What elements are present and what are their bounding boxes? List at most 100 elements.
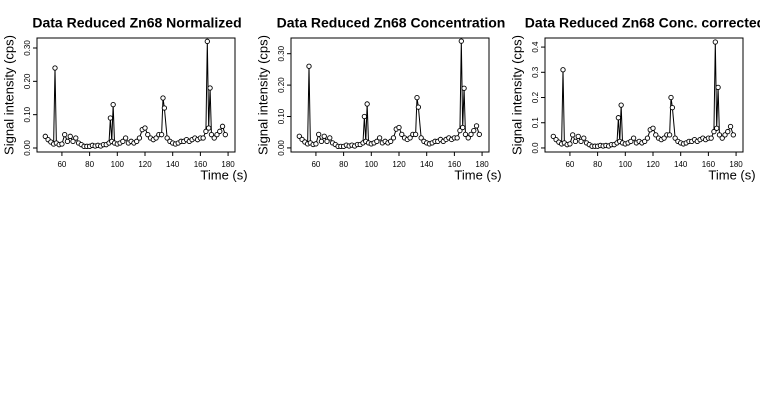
- data-point: [414, 95, 420, 101]
- data-point: [207, 85, 213, 91]
- data-point: [725, 128, 731, 135]
- data-point: [390, 135, 397, 141]
- data-point: [361, 113, 368, 120]
- data-point: [412, 131, 419, 138]
- data-point: [219, 123, 226, 129]
- data-point: [313, 141, 319, 147]
- data-point: [376, 135, 383, 141]
- x-axis-label: Time (s): [454, 167, 501, 182]
- x-tick-label: 80: [85, 160, 94, 169]
- y-axis-label: Signal intensity (cps): [255, 35, 270, 155]
- y-tick-label: 0.10: [277, 108, 286, 124]
- data-point: [550, 133, 556, 140]
- data-point: [618, 102, 624, 108]
- data-point: [418, 135, 424, 141]
- data-point: [716, 132, 723, 138]
- panel: Data Reduced Zn68 Normalized 60 80 100 120 14…: [1, 15, 247, 183]
- data-point: [462, 131, 469, 138]
- data-point: [160, 95, 166, 101]
- x-axis-label: Time (s): [708, 167, 755, 182]
- data-point: [560, 67, 566, 73]
- data-point: [615, 115, 622, 121]
- y-axis-label: Signal intensity (cps): [1, 35, 16, 155]
- data-point: [708, 135, 714, 141]
- series-line: [552, 42, 734, 147]
- data-point: [396, 124, 402, 131]
- data-point: [454, 135, 460, 141]
- data-point: [460, 124, 466, 131]
- data-point: [727, 123, 734, 130]
- data-point: [653, 132, 659, 138]
- data-point: [461, 85, 467, 91]
- data-point: [158, 132, 165, 138]
- y-tick-label: 0.00: [277, 140, 286, 156]
- data-point: [476, 131, 482, 138]
- x-tick-label: 60: [57, 160, 66, 169]
- x-tick-label: 180: [221, 160, 235, 169]
- x-tick-label: 180: [729, 160, 743, 169]
- x-tick-label: 160: [448, 160, 462, 169]
- data-point: [719, 135, 725, 141]
- x-tick-label: 120: [646, 160, 660, 169]
- data-point: [471, 127, 477, 134]
- data-point: [715, 84, 721, 91]
- data-point: [407, 135, 413, 141]
- data-point: [122, 135, 129, 141]
- x-tick-label: 180: [475, 160, 489, 169]
- data-point: [211, 135, 217, 141]
- data-point: [145, 132, 151, 138]
- data-point: [388, 138, 394, 144]
- data-point: [217, 128, 223, 134]
- data-point: [644, 135, 651, 141]
- y-tick-label: 0.20: [277, 77, 286, 93]
- data-point: [161, 105, 168, 111]
- x-tick-label: 60: [565, 160, 574, 169]
- y-tick-label: 0.20: [23, 73, 32, 89]
- data-point: [650, 125, 656, 131]
- data-point: [730, 132, 736, 138]
- x-axis-label: Time (s): [200, 167, 247, 182]
- data-point: [120, 138, 126, 144]
- data-point: [222, 132, 228, 138]
- data-point: [153, 135, 159, 141]
- data-point: [214, 132, 220, 138]
- x-tick-label: 60: [311, 160, 320, 169]
- x-tick-label: 80: [339, 160, 348, 169]
- y-tick-label: 0.3: [531, 66, 540, 78]
- data-point: [324, 138, 330, 144]
- data-point: [415, 104, 422, 110]
- data-point: [630, 135, 637, 141]
- data-point: [458, 38, 464, 44]
- data-point: [581, 135, 587, 141]
- data-point: [208, 132, 215, 138]
- data-point: [62, 132, 68, 138]
- y-tick-label: 0.30: [23, 40, 32, 56]
- data-point: [722, 132, 728, 138]
- data-point: [714, 125, 720, 131]
- data-point: [672, 135, 678, 141]
- data-point: [468, 131, 474, 138]
- data-point: [67, 133, 73, 139]
- x-tick-label: 120: [138, 160, 152, 169]
- y-tick-label: 0.0: [531, 142, 540, 154]
- data-point: [578, 138, 584, 145]
- data-point: [316, 131, 322, 138]
- chart-title: Data Reduced Zn68 Conc. corrected: [525, 15, 760, 31]
- x-tick-label: 120: [392, 160, 406, 169]
- panel: Data Reduced Zn68 Conc. corrected 60 80 100…: [509, 15, 760, 183]
- data-point: [204, 38, 210, 44]
- data-point: [666, 132, 673, 138]
- data-point: [570, 132, 576, 138]
- y-axis-label: Signal intensity (cps): [509, 35, 524, 155]
- data-point: [628, 138, 634, 145]
- x-tick-label: 140: [166, 160, 180, 169]
- plot-frame: [544, 37, 744, 153]
- data-point: [374, 138, 380, 144]
- x-tick-label: 100: [619, 160, 633, 169]
- panel: Data Reduced Zn68 Concentration 60 80 100 12…: [255, 15, 505, 183]
- y-tick-label: 0.30: [277, 45, 286, 61]
- data-point: [136, 135, 143, 141]
- data-point: [668, 94, 674, 101]
- plot-frame: [36, 37, 236, 153]
